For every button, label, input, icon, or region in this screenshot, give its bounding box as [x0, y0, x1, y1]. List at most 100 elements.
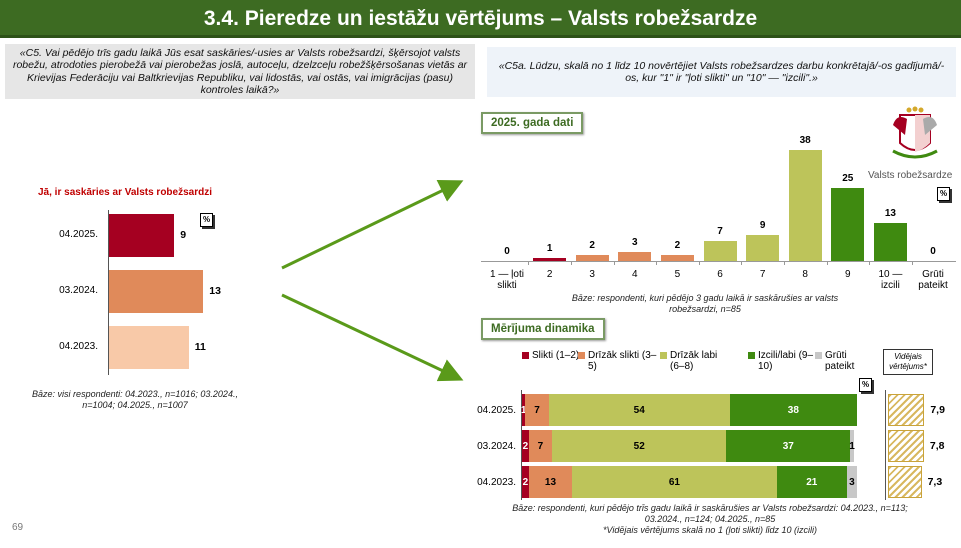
- average-bar: [888, 430, 924, 462]
- tick: [783, 261, 785, 265]
- value-label: 7: [717, 225, 723, 237]
- average-value: 7,9: [930, 404, 945, 416]
- tick: [698, 261, 700, 265]
- axis-line: [108, 210, 109, 375]
- value-label: 3: [632, 237, 638, 249]
- segment: 54: [548, 394, 730, 426]
- stacked-bar: 2 7 52 37 1: [522, 430, 857, 462]
- value-label: 9: [759, 219, 766, 231]
- tick: [911, 261, 913, 265]
- value-label: 0: [930, 246, 936, 257]
- tick: [741, 261, 743, 265]
- legend-label: Grūti pateikt: [825, 350, 855, 372]
- bar: [109, 326, 189, 369]
- rating-2025-base: Bāze: respondenti, kuri pēdējo 3 gadu la…: [571, 293, 839, 314]
- arrow-up-icon: [281, 180, 464, 270]
- value-label: 0: [504, 246, 510, 257]
- contact-chart-title: Jā, ir saskāries ar Valsts robežsardzi: [38, 187, 212, 198]
- category-label: Grūti pateikt: [918, 269, 948, 291]
- category-label: 7: [759, 269, 766, 280]
- category-label: 5: [674, 269, 681, 280]
- tick: [826, 261, 828, 265]
- bar: [788, 150, 822, 261]
- legend-item: Grūti pateikt: [815, 350, 867, 372]
- bar: [533, 258, 567, 261]
- average-value: 7,8: [929, 440, 945, 452]
- category-label: 3: [589, 269, 595, 280]
- tick: [613, 261, 615, 265]
- legend-label: Drīzāk slikti (3–5): [588, 350, 657, 372]
- category-label: 03.2024.: [477, 441, 516, 452]
- legend-item: Izcili/labi (9–10): [748, 350, 816, 372]
- bar: [831, 188, 865, 261]
- segment: 3: [846, 466, 857, 498]
- stacked-bar: 2 13 61 21 3: [522, 466, 857, 498]
- category-label: 03.2024.: [59, 285, 98, 296]
- contact-chart: 04.2025. 9 03.2024. 13 04.2023. 11: [0, 205, 280, 375]
- bar: [703, 240, 737, 261]
- bar: [618, 252, 652, 261]
- legend-swatch: [578, 352, 585, 359]
- value-label: 38: [799, 135, 811, 147]
- bar: [746, 234, 780, 261]
- axis-line: [521, 390, 522, 500]
- segment: 1: [521, 394, 526, 426]
- average-axis: [885, 390, 886, 500]
- page-number: 69: [12, 522, 24, 533]
- segment: 52: [552, 430, 727, 462]
- coat-of-arms-logo: [892, 106, 938, 159]
- category-label: 4: [632, 269, 638, 280]
- legend-label: Izcili/labi (9–10): [758, 350, 814, 372]
- value-label: 11: [194, 341, 206, 353]
- bar: [575, 255, 609, 261]
- value-label: 9: [180, 229, 187, 241]
- question-c5a: «C5a. Lūdzu, skalā no 1 līdz 10 novērtēj…: [487, 47, 956, 97]
- average-bar: [888, 466, 922, 498]
- arrows: [281, 180, 464, 382]
- category-label: 04.2023.: [477, 477, 516, 488]
- legend-item: Slikti (1–2): [522, 350, 590, 361]
- tick: [656, 261, 658, 265]
- segment: 61: [572, 466, 777, 498]
- tick: [869, 261, 871, 265]
- value-label: 13: [209, 285, 221, 297]
- dynamics-title: Mērījuma dinamika: [481, 318, 605, 340]
- segment: 13: [528, 466, 573, 498]
- chart-2025-title: 2025. gada dati: [481, 112, 584, 134]
- segment: 38: [729, 394, 857, 426]
- category-label: 1 — ļoti slikti: [490, 269, 524, 291]
- value-label: 1: [546, 243, 553, 255]
- value-label: 13: [884, 208, 896, 220]
- value-label: 2: [674, 240, 681, 252]
- legend-swatch: [522, 352, 529, 359]
- category-label: 6: [717, 269, 723, 280]
- average-header: Vidējais vērtējums*: [883, 349, 933, 375]
- percent-badge: %: [859, 378, 872, 392]
- stacked-bar: 1 7 54 38: [521, 394, 857, 426]
- segment: 2: [522, 430, 529, 462]
- segment: 7: [528, 430, 553, 462]
- category-label: 2: [546, 269, 553, 280]
- average-value: 7,3: [927, 476, 943, 488]
- dynamics-chart: 04.2025. 1 7 54 38 7,9 03.2024. 2 7 52 37 1 7,8 04.20…: [460, 390, 950, 500]
- bar: [873, 223, 907, 261]
- legend-label: Drīzāk labi (6–8): [670, 350, 718, 372]
- percent-badge: %: [200, 213, 213, 227]
- average-bar: [888, 394, 925, 426]
- arrow-down-icon: [281, 293, 464, 382]
- contact-chart-base: Bāze: visi respondenti: 04.2023., n=1016…: [32, 389, 238, 410]
- percent-badge: %: [937, 187, 950, 201]
- category-label: 04.2023.: [59, 341, 98, 352]
- tick: [528, 261, 530, 265]
- legend-item: Drīzāk slikti (3–5): [578, 350, 658, 372]
- legend: Slikti (1–2) Drīzāk slikti (3–5) Drīzāk la…: [522, 350, 882, 376]
- value-label: 25: [842, 173, 854, 184]
- legend-item: Drīzāk labi (6–8): [660, 350, 728, 372]
- category-label: 10 — izcili: [878, 269, 903, 291]
- dynamics-base: Bāze: respondenti, kuri pēdējo trīs gadu…: [512, 503, 908, 524]
- category-label: 04.2025.: [59, 229, 98, 240]
- value-label: 2: [589, 240, 595, 252]
- legend-swatch: [748, 352, 755, 359]
- segment: 37: [726, 430, 851, 462]
